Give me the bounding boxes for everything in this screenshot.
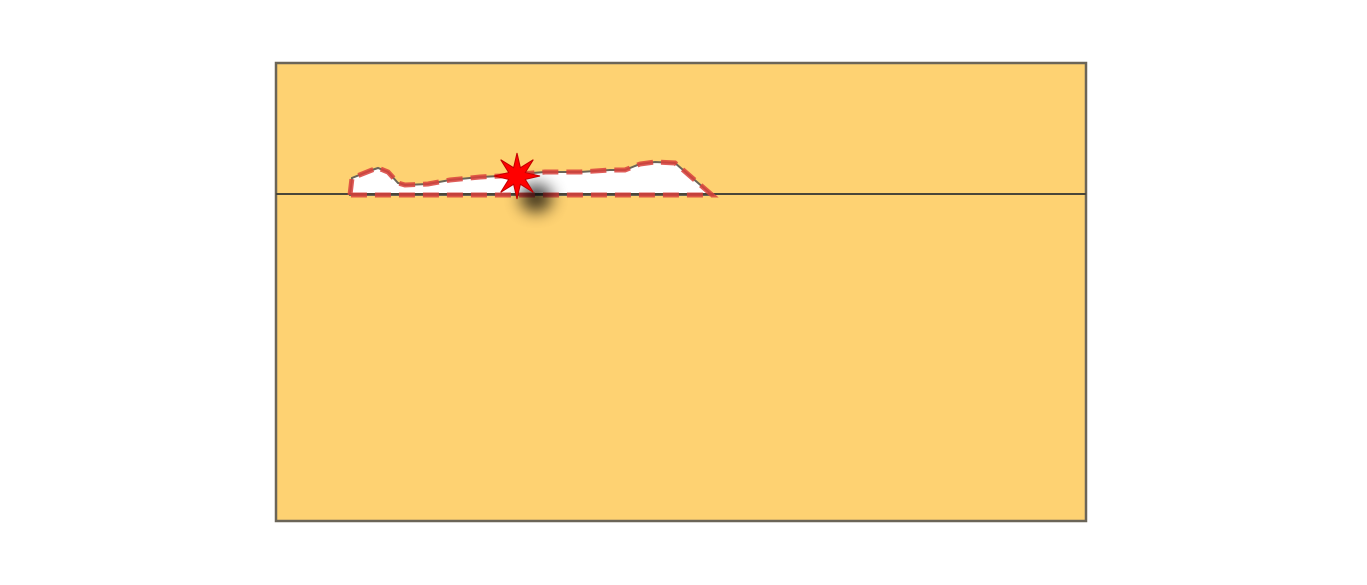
explosion-star-icon[interactable]: [493, 152, 541, 200]
map-area[interactable]: [274, 61, 1088, 523]
marker-shadow: [520, 184, 552, 212]
